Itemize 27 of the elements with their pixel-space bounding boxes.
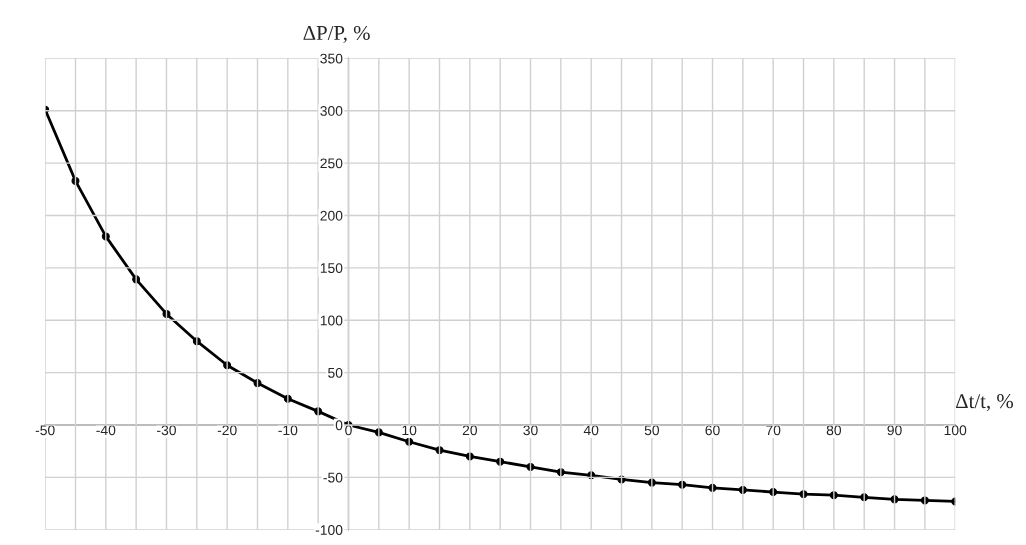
x-tick-label: 60 bbox=[705, 425, 720, 436]
x-tick-label: 20 bbox=[462, 425, 478, 436]
y-tick-label: 50 bbox=[328, 367, 343, 378]
x-tick-label: 70 bbox=[766, 425, 781, 436]
x-tick-label: 0 bbox=[345, 425, 352, 436]
x-tick-label: 30 bbox=[523, 425, 538, 436]
x-tick-label: -30 bbox=[157, 425, 176, 436]
x-tick-label: 80 bbox=[826, 425, 842, 436]
x-tick-label: -20 bbox=[217, 425, 237, 436]
x-tick-label: -10 bbox=[278, 425, 298, 436]
y-tick-label: 300 bbox=[320, 106, 343, 116]
y-tick-label: -100 bbox=[315, 525, 343, 535]
y-tick-label: 200 bbox=[320, 210, 343, 221]
y-tick-label: -50 bbox=[323, 472, 343, 483]
x-axis-title: Δt/t, % bbox=[956, 394, 1014, 412]
x-tick-label: 40 bbox=[583, 425, 599, 436]
x-tick-label: 100 bbox=[944, 425, 967, 436]
x-tick-label: 50 bbox=[644, 425, 660, 436]
x-tick-label: -40 bbox=[96, 425, 116, 436]
y-tick-label: 350 bbox=[320, 53, 343, 64]
x-tick-label: 90 bbox=[887, 425, 902, 436]
x-tick-label: 10 bbox=[402, 425, 417, 436]
y-axis-title: ΔP/P, % bbox=[303, 25, 370, 43]
y-tick-label: 150 bbox=[320, 263, 343, 274]
y-tick-label: 100 bbox=[320, 315, 343, 326]
y-tick-label: 250 bbox=[320, 158, 343, 169]
x-tick-label: -50 bbox=[35, 425, 55, 436]
